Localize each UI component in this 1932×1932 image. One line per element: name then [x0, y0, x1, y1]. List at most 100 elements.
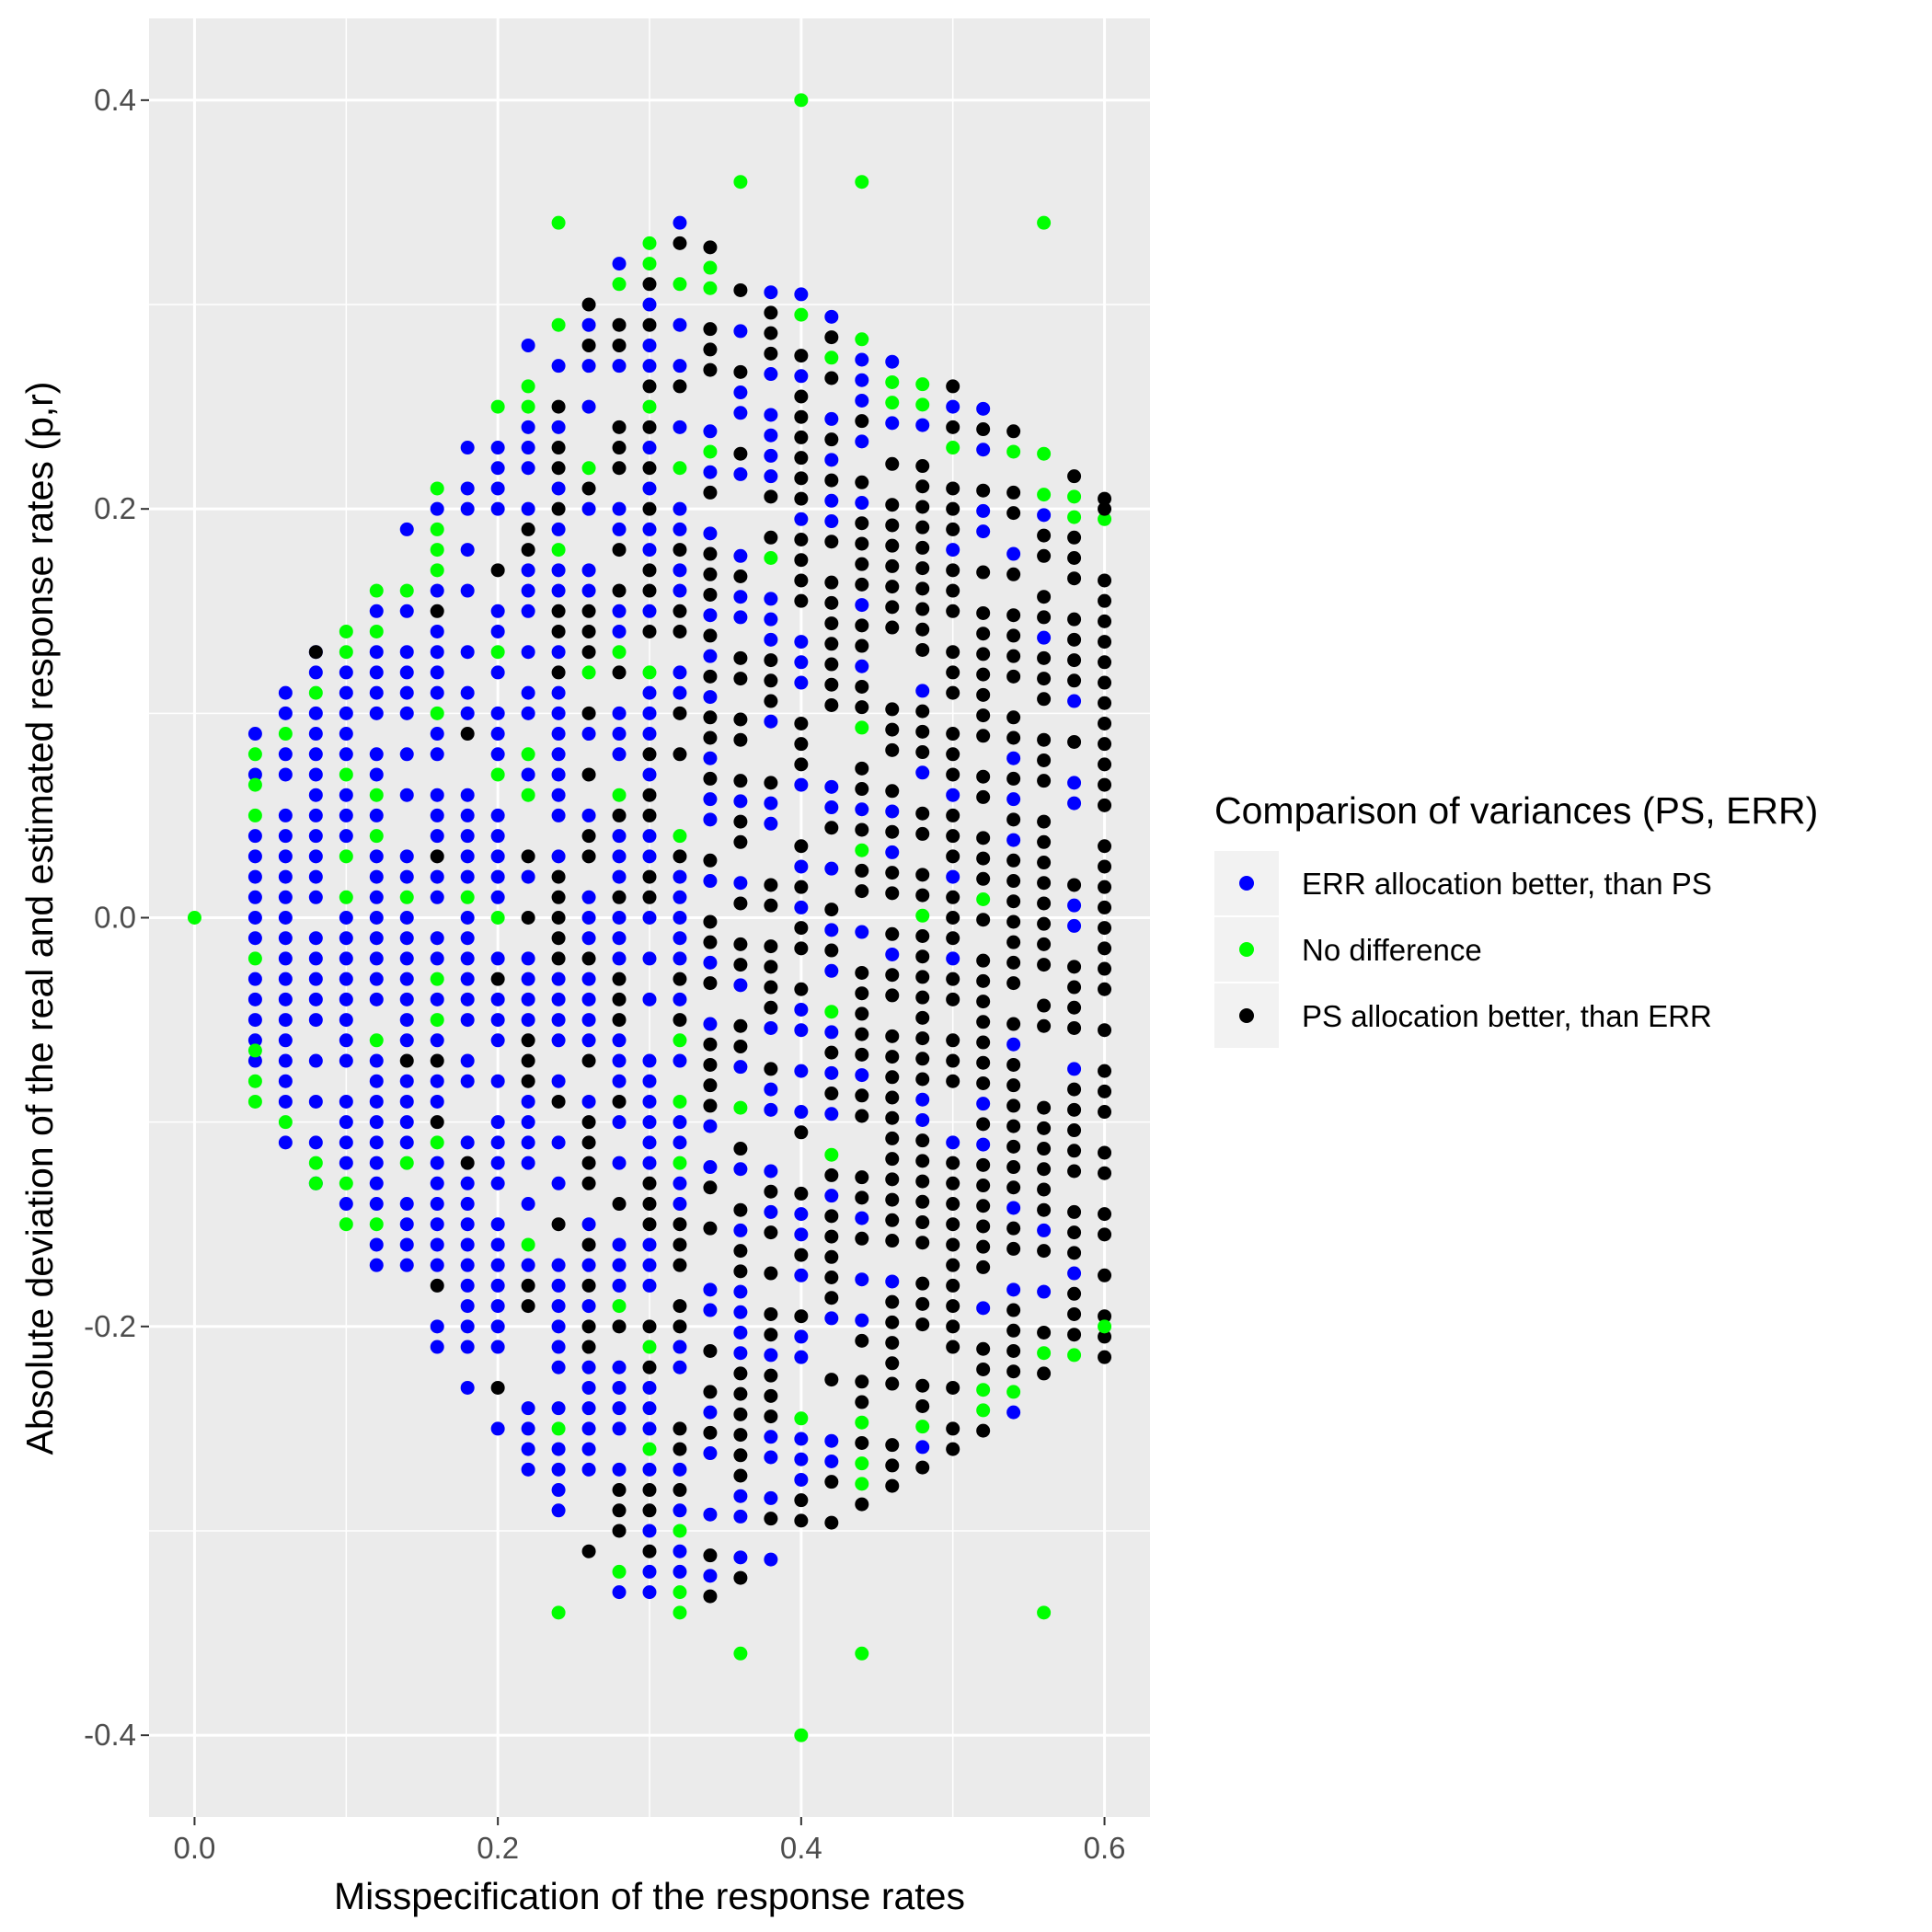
- data-point: [855, 1415, 869, 1430]
- data-point: [642, 399, 657, 414]
- data-point: [764, 469, 778, 484]
- data-point: [794, 1432, 809, 1446]
- data-point: [339, 624, 353, 638]
- data-point: [794, 1186, 809, 1201]
- data-point: [794, 430, 809, 444]
- data-point: [733, 569, 748, 583]
- data-point: [642, 379, 657, 394]
- data-point: [581, 931, 596, 946]
- data-point: [430, 1013, 444, 1028]
- data-point: [1037, 1162, 1052, 1177]
- data-point: [733, 732, 748, 747]
- data-point: [976, 913, 991, 927]
- data-point: [551, 1135, 566, 1150]
- data-point: [521, 1237, 535, 1252]
- data-point: [976, 1015, 991, 1029]
- data-point: [673, 277, 687, 292]
- data-point: [764, 1164, 778, 1179]
- data-point: [1037, 834, 1052, 849]
- data-point: [976, 1035, 991, 1050]
- data-point: [490, 645, 505, 660]
- data-point: [946, 1156, 960, 1170]
- data-point: [521, 583, 535, 598]
- data-point: [885, 702, 900, 717]
- data-point: [642, 1585, 657, 1600]
- data-point: [794, 757, 809, 772]
- data-point: [642, 1176, 657, 1190]
- data-point: [946, 1197, 960, 1212]
- data-point: [1067, 469, 1082, 484]
- data-point: [1037, 215, 1052, 230]
- data-point: [1098, 757, 1112, 772]
- data-point: [521, 951, 535, 966]
- data-point: [1067, 530, 1082, 545]
- data-point: [551, 1605, 566, 1620]
- data-point: [976, 1383, 991, 1397]
- data-point: [915, 724, 930, 739]
- data-point: [733, 937, 748, 951]
- data-point: [460, 972, 475, 986]
- data-point: [581, 829, 596, 844]
- data-point: [764, 1020, 778, 1035]
- data-point: [946, 1258, 960, 1272]
- data-point: [612, 1278, 627, 1293]
- data-point: [581, 1115, 596, 1130]
- data-point: [339, 645, 353, 660]
- data-point: [339, 951, 353, 966]
- data-point: [915, 581, 930, 596]
- data-point: [521, 992, 535, 1006]
- data-point: [673, 1544, 687, 1558]
- data-point: [490, 1421, 505, 1436]
- data-point: [673, 583, 687, 598]
- data-point: [703, 1037, 718, 1052]
- data-point: [642, 869, 657, 884]
- data-point: [1098, 777, 1112, 792]
- data-point: [764, 346, 778, 361]
- data-point: [1006, 730, 1021, 745]
- data-point: [733, 446, 748, 461]
- data-point: [885, 456, 900, 471]
- data-point: [703, 1282, 718, 1297]
- data-point: [642, 951, 657, 966]
- data-point: [703, 424, 718, 439]
- data-point: [946, 481, 960, 496]
- data-point: [794, 982, 809, 996]
- data-point: [521, 1442, 535, 1456]
- data-point: [612, 1258, 627, 1272]
- data-point: [581, 1156, 596, 1170]
- data-point: [915, 1398, 930, 1413]
- data-point: [915, 1276, 930, 1291]
- data-point: [581, 1094, 596, 1109]
- data-point: [946, 727, 960, 742]
- data-point: [642, 747, 657, 762]
- data-point: [733, 1550, 748, 1565]
- data-point: [703, 955, 718, 970]
- data-point: [1067, 1204, 1082, 1219]
- data-point: [915, 1378, 930, 1393]
- data-point: [733, 1646, 748, 1661]
- data-point: [885, 396, 900, 410]
- data-point: [551, 706, 566, 720]
- data-point: [460, 849, 475, 864]
- data-point: [976, 443, 991, 457]
- data-point: [369, 1217, 384, 1232]
- data-point: [733, 1570, 748, 1585]
- data-point: [1098, 737, 1112, 752]
- data-point: [1037, 1018, 1052, 1033]
- data-point: [946, 808, 960, 822]
- data-point: [430, 583, 444, 598]
- data-point: [976, 667, 991, 682]
- data-point: [824, 595, 839, 610]
- data-point: [642, 1237, 657, 1252]
- data-point: [460, 1176, 475, 1190]
- data-point: [733, 1142, 748, 1156]
- data-point: [247, 747, 262, 762]
- data-point: [460, 808, 475, 822]
- data-point: [733, 1489, 748, 1503]
- data-point: [399, 788, 414, 802]
- data-point: [855, 1190, 869, 1205]
- data-point: [855, 965, 869, 980]
- data-point: [642, 1053, 657, 1068]
- data-point: [581, 1278, 596, 1293]
